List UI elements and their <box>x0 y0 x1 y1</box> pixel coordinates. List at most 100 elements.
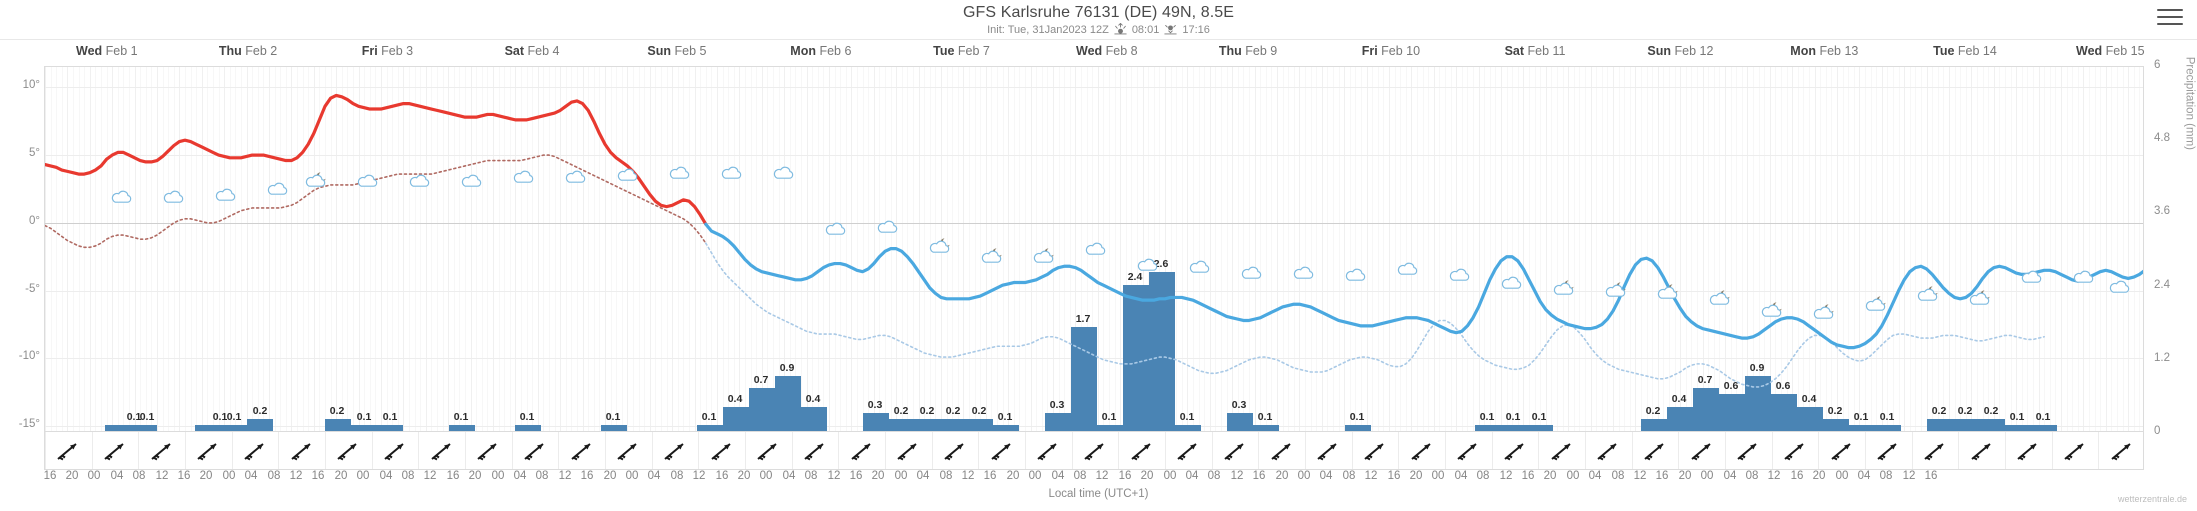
vertical-gridline-minor <box>1327 67 1328 431</box>
precip-value-label: 0.2 <box>1983 404 1999 417</box>
vertical-gridline-minor <box>1557 67 1558 431</box>
vertical-gridline-minor <box>1137 67 1138 431</box>
wind-cell-separator <box>605 432 606 469</box>
vertical-gridline-minor <box>62 67 63 431</box>
hour-tick-label: 00 <box>1297 470 1311 482</box>
vertical-gridline <box>45 67 46 431</box>
vertical-gridline-minor <box>835 67 836 431</box>
vertical-gridline <box>1389 67 1390 431</box>
partly-cloudy-night-icon <box>1291 263 1317 286</box>
vertical-gridline-minor <box>611 67 612 431</box>
precip-bar <box>967 418 993 431</box>
vertical-gridline <box>202 67 203 431</box>
vertical-gridline-minor <box>1372 67 1373 431</box>
vertical-gridline-minor <box>454 67 455 431</box>
wind-barb-icon <box>1781 439 1809 468</box>
hour-tick-label: 04 <box>1723 470 1737 482</box>
vertical-gridline <box>650 67 651 431</box>
vertical-gridline-minor <box>1932 67 1933 431</box>
vertical-gridline-minor <box>2022 67 2023 431</box>
precip-bar <box>377 424 403 431</box>
precip-value-label: 0.1 <box>1531 410 1547 423</box>
vertical-gridline-minor <box>1518 67 1519 431</box>
vertical-gridline-minor <box>667 67 668 431</box>
vertical-gridline-minor <box>1876 67 1877 431</box>
hour-tick-label: 04 <box>782 470 796 482</box>
vertical-gridline-minor <box>1893 67 1894 431</box>
precip-value-label: 0.2 <box>919 404 935 417</box>
wind-barb-icon <box>1128 439 1156 468</box>
wind-barb-icon <box>474 439 502 468</box>
vertical-gridline-minor <box>1339 67 1340 431</box>
title-block: GFS Karlsruhe 76131 (DE) 49N, 8.5E Init:… <box>0 4 2197 36</box>
day-date: Feb 10 <box>1377 44 1421 58</box>
vertical-gridline-minor <box>527 67 528 431</box>
vertical-gridline <box>493 67 494 431</box>
vertical-gridline-minor <box>2134 67 2135 431</box>
vertical-gridline <box>1523 67 1524 431</box>
hour-tick-label: 20 <box>871 470 885 482</box>
wind-barb-icon <box>1594 439 1622 468</box>
vertical-gridline-minor <box>1204 67 1205 431</box>
vertical-gridline <box>336 67 337 431</box>
hour-tick-label: 04 <box>379 470 393 482</box>
hour-tick-label: 16 <box>715 470 729 482</box>
precip-bar <box>1345 424 1371 431</box>
day-name: Mon <box>790 44 816 58</box>
vertical-gridline <box>717 67 718 431</box>
precip-tick-3: 2.4 <box>2154 278 2170 291</box>
vertical-gridline-minor <box>952 67 953 431</box>
vertical-gridline-minor <box>1983 67 1984 431</box>
vertical-gridline-minor <box>499 67 500 431</box>
hour-tick-label: 08 <box>670 470 684 482</box>
vertical-gridline-minor <box>476 67 477 431</box>
hamburger-menu-icon[interactable] <box>2157 9 2183 29</box>
vertical-gridline-minor <box>392 67 393 431</box>
wind-cell-separator <box>1865 432 1866 469</box>
vertical-gridline-minor <box>1708 67 1709 431</box>
vertical-gridline-minor <box>885 67 886 431</box>
hour-tick-label: 04 <box>110 470 124 482</box>
vertical-gridline-minor <box>2055 67 2056 431</box>
vertical-gridline-minor <box>1350 67 1351 431</box>
wind-barb-icon <box>288 439 316 468</box>
precip-bar <box>993 424 1019 431</box>
vertical-gridline-minor <box>1563 67 1564 431</box>
precip-value-label: 0.9 <box>1749 362 1765 375</box>
vertical-gridline-minor <box>924 67 925 431</box>
hour-tick-label: 08 <box>1476 470 1490 482</box>
vertical-gridline-minor <box>95 67 96 431</box>
precip-bar <box>131 424 157 431</box>
vertical-gridline-minor <box>700 67 701 431</box>
hour-tick-label: 16 <box>1655 470 1669 482</box>
hour-tick-label: 00 <box>894 470 908 482</box>
wind-cell-separator <box>652 432 653 469</box>
vertical-gridline <box>515 67 516 431</box>
vertical-gridline-minor <box>1529 67 1530 431</box>
vertical-gridline-minor <box>437 67 438 431</box>
vertical-gridline <box>90 67 91 431</box>
hour-tick-label: 12 <box>1767 470 1781 482</box>
hour-tick-label: 12 <box>1499 470 1513 482</box>
hour-tick-label: 16 <box>1252 470 1266 482</box>
vertical-gridline-minor <box>465 67 466 431</box>
horizontal-gridline <box>45 291 2143 292</box>
hour-tick-label: 00 <box>759 470 773 482</box>
vertical-gridline <box>1456 67 1457 431</box>
vertical-gridline-minor <box>1406 67 1407 431</box>
wind-cell-separator <box>978 432 979 469</box>
precip-value-label: 0.1 <box>453 410 469 423</box>
vertical-gridline-minor <box>1003 67 1004 431</box>
day-name: Tue <box>933 44 955 58</box>
wind-cell-separator <box>1165 432 1166 469</box>
vertical-gridline-minor <box>1036 67 1037 431</box>
day-name: Sun <box>1647 44 1672 58</box>
wind-cell-separator <box>792 432 793 469</box>
vertical-gridline-minor <box>1820 67 1821 431</box>
vertical-gridline-minor <box>409 67 410 431</box>
vertical-gridline-minor <box>1423 67 1424 431</box>
precipitation-axis-title: Precipitation (mm) <box>2183 56 2195 150</box>
day-date: Feb 14 <box>1954 44 1997 58</box>
day-label-feb-5: Sun Feb 5 <box>647 44 706 58</box>
hour-tick-label: 20 <box>1275 470 1289 482</box>
